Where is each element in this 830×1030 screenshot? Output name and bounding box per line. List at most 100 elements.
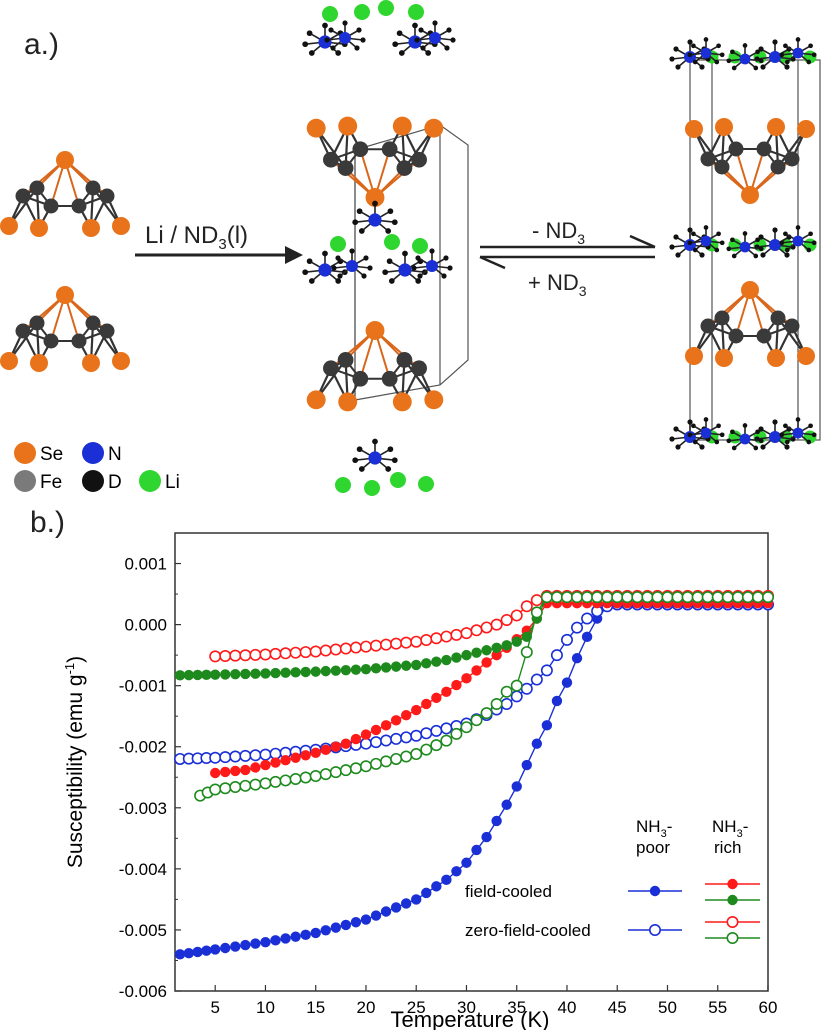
d-atom: [330, 45, 336, 51]
d-atom: [363, 255, 369, 261]
data-point: [441, 686, 452, 697]
d-atom: [726, 246, 732, 252]
data-point: [451, 866, 462, 877]
data-point: [521, 759, 532, 771]
data-point: [510, 679, 523, 692]
d-atom: [699, 252, 705, 258]
fe-atom: [714, 159, 730, 175]
data-point: [450, 628, 463, 641]
data-point: [201, 945, 212, 956]
fe-atom: [770, 159, 786, 175]
data-point: [550, 649, 563, 662]
data-point: [250, 668, 261, 679]
data-point: [310, 927, 321, 939]
data-point: [671, 591, 684, 604]
data-point: [430, 739, 443, 752]
d-atom: [324, 37, 330, 43]
fe-atom: [85, 180, 101, 196]
se-atom: [797, 120, 815, 138]
d-atom: [716, 231, 721, 237]
n-atom: [426, 260, 438, 272]
data-point: [761, 591, 774, 604]
se-atom: [56, 151, 74, 169]
x-tick-label: 40: [558, 998, 577, 1017]
d-atom: [450, 37, 456, 43]
y-tick-label: -0.001: [119, 677, 167, 696]
se-atom: [741, 281, 759, 299]
fe-atom: [323, 360, 339, 377]
d-atom: [673, 234, 679, 240]
data-point: [380, 734, 393, 747]
data-point: [390, 732, 403, 745]
data-point: [511, 781, 522, 792]
data-point: [440, 734, 453, 747]
d-atom: [760, 252, 766, 258]
data-point: [360, 663, 372, 675]
data-point: [471, 844, 482, 856]
data-point: [350, 733, 362, 745]
data-point: [210, 944, 221, 955]
fe-atom: [352, 370, 369, 387]
d-atom: [742, 423, 748, 428]
li-atom: [322, 6, 338, 22]
se-atom: [306, 390, 326, 410]
data-point: [349, 641, 362, 654]
data-point: [451, 652, 462, 663]
data-point: [359, 760, 372, 773]
d-atom: [699, 444, 705, 450]
d-atom: [443, 255, 449, 261]
fe-atom: [728, 141, 744, 157]
data-point: [329, 643, 342, 656]
data-point: [340, 738, 352, 749]
n-atom: [368, 213, 382, 227]
li-atom: [384, 234, 400, 250]
d-atom: [432, 20, 438, 26]
se-atom: [82, 219, 100, 237]
data-point: [249, 778, 262, 791]
d-atom: [669, 436, 675, 442]
fe-atom: [337, 160, 354, 176]
fe-atom: [784, 151, 800, 167]
legend-col-poor-line2: poor: [636, 838, 670, 857]
data-point: [560, 591, 573, 604]
d-atom: [391, 457, 398, 464]
d-atom: [755, 49, 760, 55]
d-atom: [687, 419, 693, 425]
d-atom: [808, 231, 813, 237]
data-point: [192, 669, 203, 681]
data-point: [711, 591, 724, 604]
data-point: [260, 936, 271, 948]
data-point: [431, 881, 442, 892]
data-point: [421, 658, 432, 669]
data-point: [340, 919, 352, 931]
data-point: [299, 771, 312, 784]
data-point: [220, 766, 231, 778]
data-point: [219, 782, 232, 795]
data-point: [460, 627, 473, 640]
se-atom: [424, 118, 444, 138]
data-point: [350, 664, 362, 675]
data-point: [289, 646, 302, 659]
data-point: [581, 631, 593, 643]
legend-n-label: N: [108, 444, 122, 465]
data-point: [651, 591, 664, 604]
d-atom: [308, 50, 315, 56]
data-point: [192, 946, 203, 958]
data-point: [501, 799, 512, 810]
data-point: [219, 649, 232, 662]
d-atom: [415, 278, 422, 284]
data-point: [330, 922, 342, 933]
d-atom: [414, 37, 420, 43]
fe-atom: [71, 198, 87, 214]
data-point: [441, 874, 452, 886]
data-point: [380, 720, 392, 731]
fe-atom: [756, 328, 772, 344]
x-tick-label: 25: [407, 998, 426, 1017]
data-point: [350, 917, 362, 928]
data-point: [269, 647, 282, 660]
data-point: [370, 757, 383, 770]
data-point: [500, 697, 513, 710]
data-point: [270, 667, 281, 679]
d-atom: [372, 200, 378, 207]
data-point: [329, 766, 342, 779]
